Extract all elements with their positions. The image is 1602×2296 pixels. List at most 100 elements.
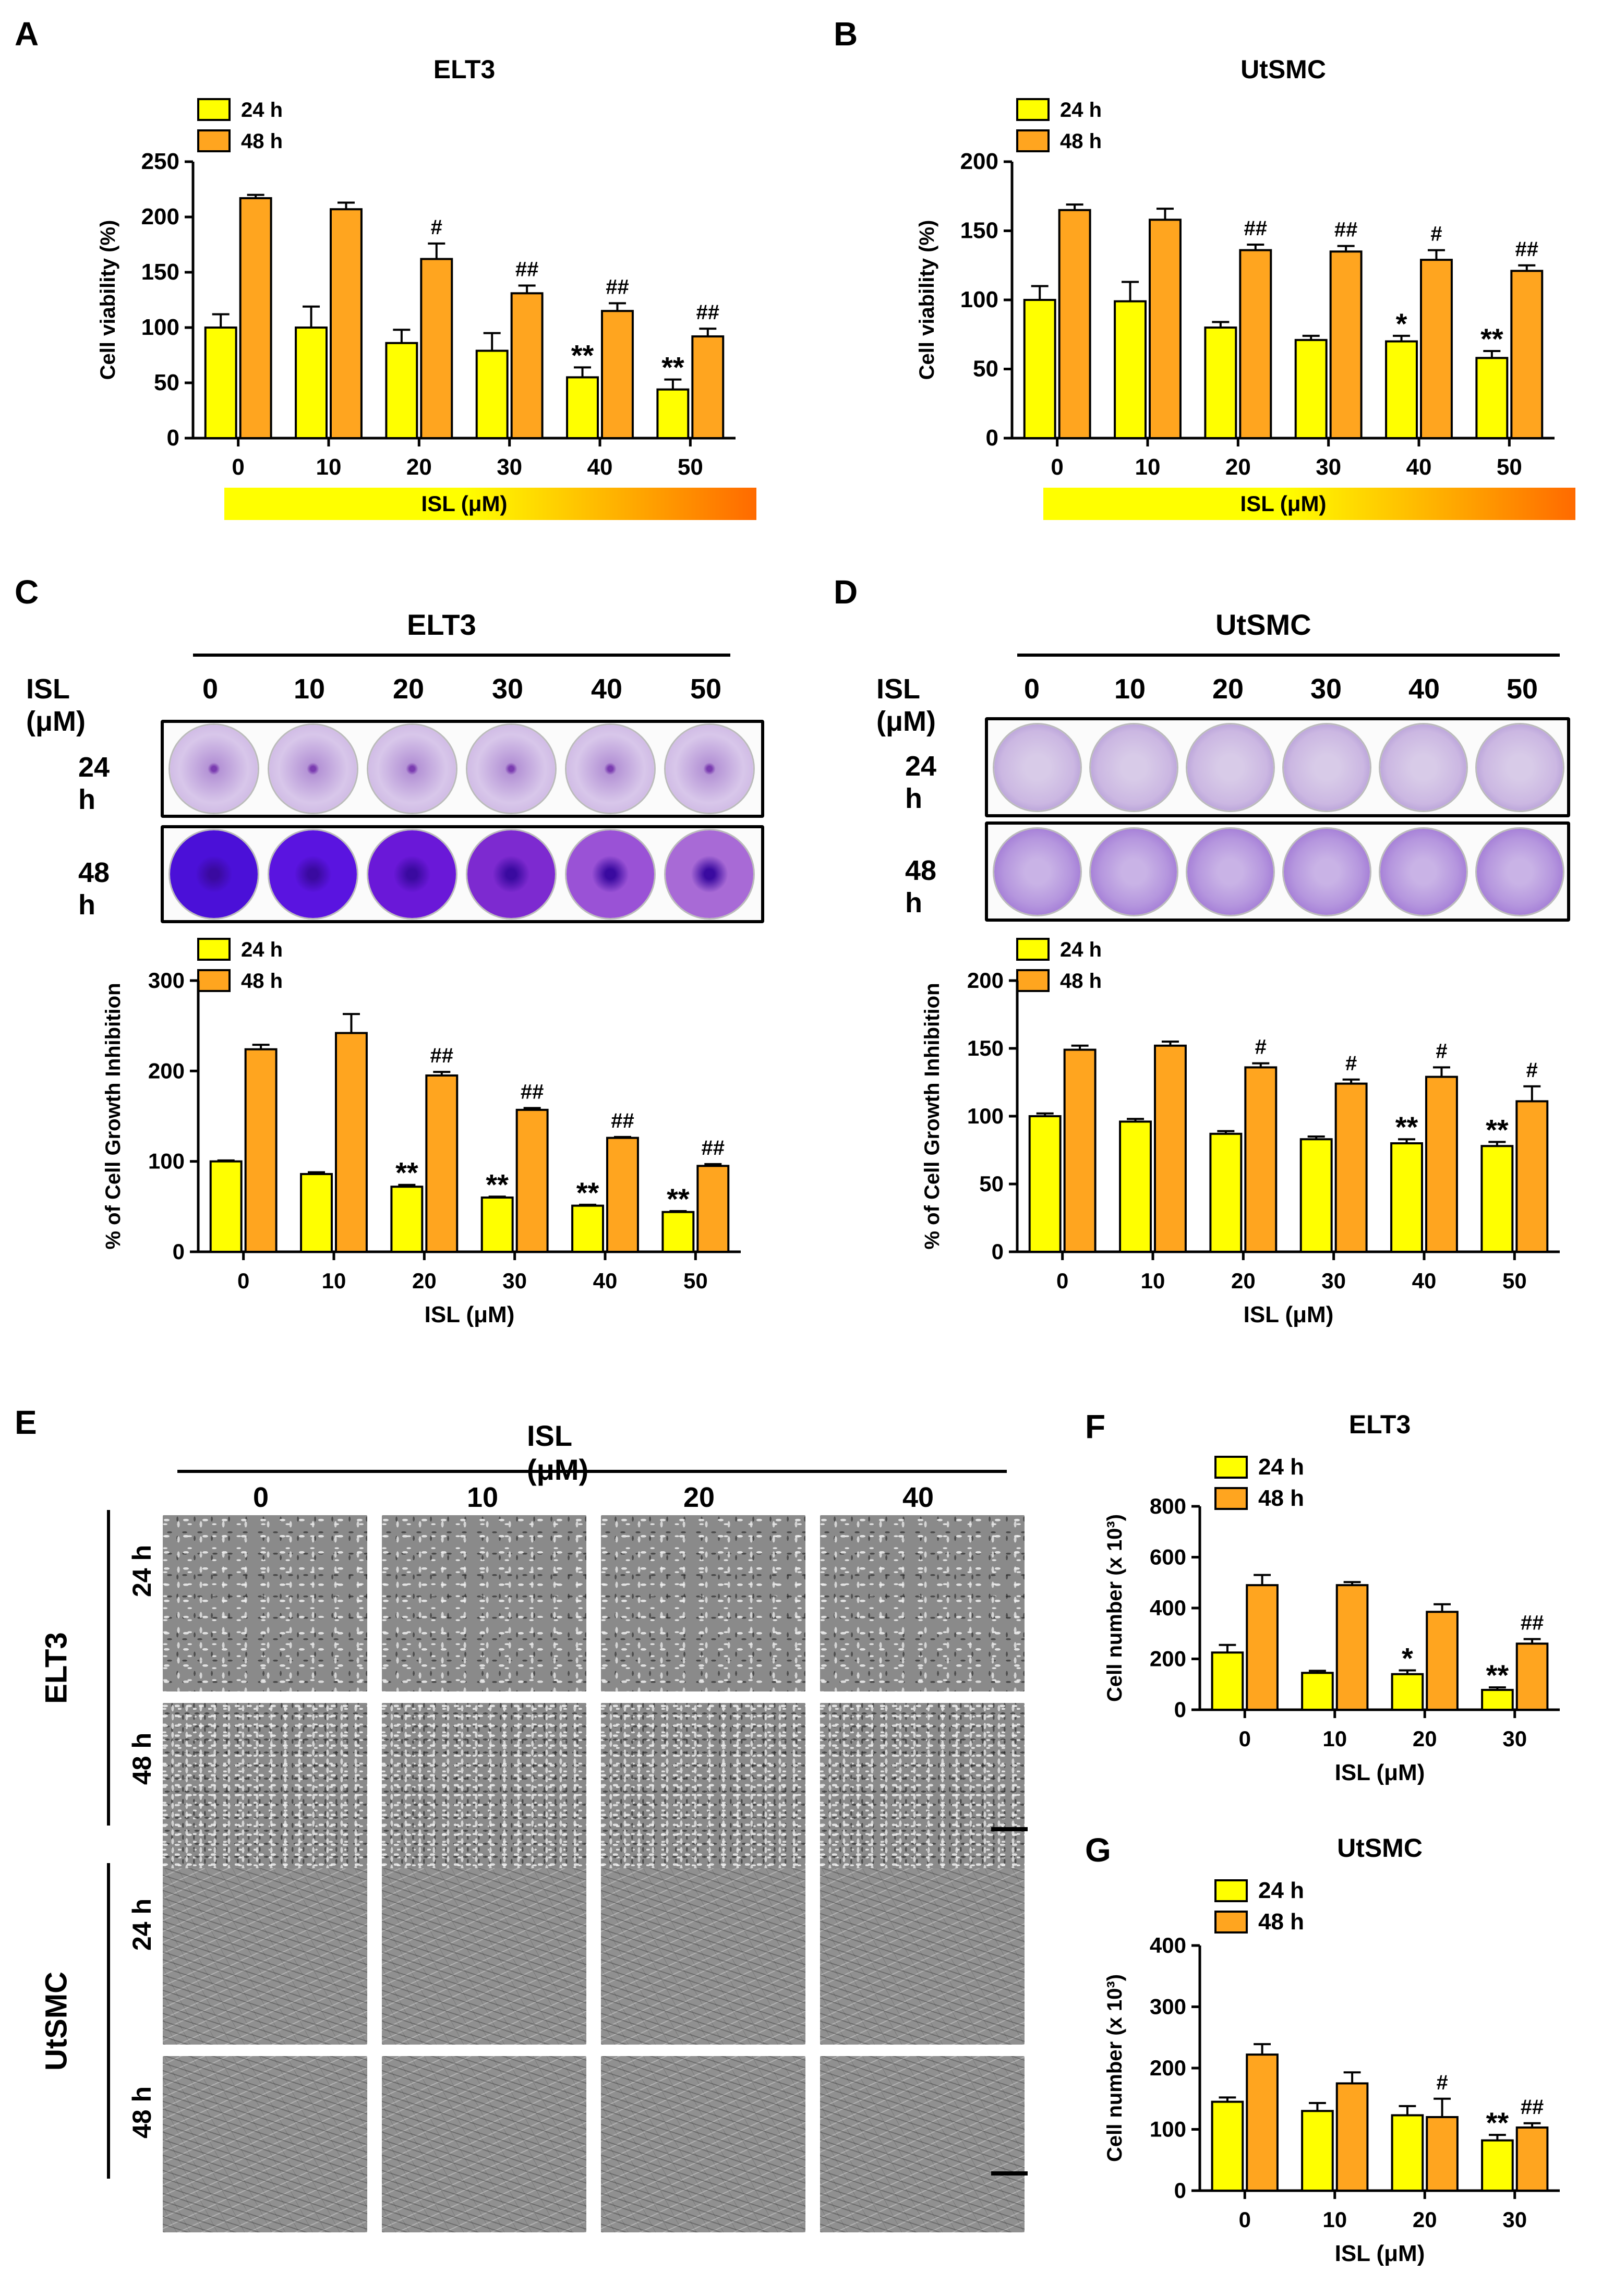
chart-d-bar-24h <box>1209 1132 1243 1253</box>
chart-a-bar-48h <box>239 197 272 439</box>
plate-c-dose-30: 30 <box>491 673 524 705</box>
chart-c-significance-mark: ## <box>611 1109 634 1132</box>
chart-d-legend-label-48h: 48 h <box>1060 970 1102 993</box>
chart-c-legend-label-48h: 48 h <box>241 970 283 993</box>
chart-b-bar-48h <box>1149 219 1182 439</box>
chart-b-bar-48h <box>1058 209 1091 439</box>
chart-b-y-tick-label: 100 <box>960 287 998 312</box>
chart-b-x-label: ISL (μM) <box>1240 491 1327 516</box>
chart-c-significance-mark: ** <box>395 1156 418 1189</box>
chart-b-x-tick-label: 0 <box>1051 454 1063 480</box>
chart-f-bar-48h <box>1515 1642 1549 1711</box>
chart-a-y-tick-label: 0 <box>167 425 179 451</box>
micrograph-elt3-24h-dose-0 <box>163 1515 367 1691</box>
chart-c-legend-label-24h: 24 h <box>241 938 283 961</box>
chart-g-bar-48h <box>1246 2053 1279 2192</box>
chart-b-bar-24h <box>1294 339 1328 439</box>
chart-c-bar-48h <box>606 1137 639 1253</box>
plate-c-row-48h: 48 h <box>78 857 110 921</box>
chart-d-legend-swatch-24h <box>1016 938 1050 961</box>
chart-f-x-tick-label: 20 <box>1413 1726 1437 1751</box>
chart-c-significance-mark: ## <box>702 1137 725 1159</box>
chart-c-significance-mark: ** <box>486 1168 509 1201</box>
chart-c-bar-48h <box>244 1048 278 1253</box>
chart-f-legend-swatch-24h <box>1214 1456 1248 1479</box>
micro-e-dose-label: ISL (μM) <box>527 1419 589 1486</box>
plate-c-24h-well <box>567 725 654 813</box>
chart-g-y-tick-label: 400 <box>1150 1933 1186 1957</box>
micrograph-elt3-24h-dose-10 <box>382 1515 586 1691</box>
micrograph-utsmc-24h-dose-40 <box>820 1868 1025 2045</box>
chart-d-x-tick-label: 10 <box>1141 1268 1165 1293</box>
panel-label-b: B <box>834 15 858 53</box>
chart-d-x-tick-label: 50 <box>1502 1268 1527 1293</box>
scale-bar-elt3 <box>991 1827 1028 1831</box>
chart-d-bar-24h <box>1299 1138 1333 1253</box>
chart-b-y-tick-label: 150 <box>960 218 998 244</box>
chart-a-bar-24h <box>475 349 509 440</box>
micrograph-elt3-24h-dose-20 <box>601 1515 805 1691</box>
chart-b-bar-24h <box>1475 357 1509 439</box>
chart-b-significance-mark: ## <box>1515 238 1539 261</box>
chart-a-bar-24h <box>566 376 599 440</box>
panel-label-a: A <box>15 15 39 53</box>
chart-b-bar-48h <box>1420 259 1453 439</box>
chart-c-significance-mark: ## <box>521 1080 544 1103</box>
chart-g-y-label: Cell number (x 10³) <box>1103 1974 1126 2162</box>
panel-label-e: E <box>15 1404 37 1441</box>
chart-b-significance-mark: ** <box>1480 322 1503 355</box>
chart-g-legend-swatch-24h <box>1214 1879 1248 1902</box>
chart-g-legend-label-48h: 48 h <box>1258 1909 1304 1935</box>
chart-a-x-gradient-bar <box>224 488 756 520</box>
chart-f-title: ELT3 <box>1349 1410 1411 1439</box>
chart-g-bar-48h <box>1515 2126 1549 2192</box>
chart-f-significance-mark: ## <box>1521 1611 1544 1634</box>
plate-c-24h-well <box>170 725 258 813</box>
plate-c-line <box>193 654 730 657</box>
chart-g-bar-48h <box>1335 2082 1369 2192</box>
plate-d-24h-well <box>1477 724 1563 811</box>
chart-b-legend-swatch-48h <box>1016 129 1050 152</box>
micro-e-dose-10: 10 <box>466 1482 499 1513</box>
chart-a-bar-48h <box>691 335 725 440</box>
plate-d-24h-well <box>1091 724 1177 811</box>
micrograph-elt3-48h-dose-40 <box>820 1703 1025 1879</box>
plate-c-48h-well <box>269 830 357 918</box>
plate-c-dose-0: 0 <box>202 673 219 705</box>
micrograph-utsmc-24h-dose-20 <box>601 1868 805 2045</box>
chart-d-bar-48h <box>1244 1066 1278 1253</box>
chart-c-bar-24h <box>661 1211 695 1253</box>
chart-a-bar-48h <box>420 258 453 439</box>
micro-e-group-elt3: ELT3 <box>39 1632 74 1704</box>
plate-c-48h-well <box>368 830 456 918</box>
chart-a-y-tick-label: 200 <box>141 204 179 229</box>
chart-a-significance-mark: ## <box>515 258 538 281</box>
plate-d-24h-well <box>1284 724 1370 811</box>
chart-g-significance-mark: # <box>1436 2071 1448 2094</box>
plate-c-dose-20: 20 <box>392 673 425 705</box>
plate-d-dose-label: ISL (μM) <box>876 673 936 737</box>
chart-d-x-label: ISL (μM) <box>1244 1302 1334 1327</box>
chart-f-x-label: ISL (μM) <box>1335 1760 1425 1785</box>
plate-c-24h-well <box>269 725 357 813</box>
chart-d-legend-swatch-48h <box>1016 969 1050 992</box>
chart-d-x-tick-label: 0 <box>1056 1268 1068 1293</box>
chart-b-x-tick-label: 40 <box>1406 454 1432 480</box>
chart-d-legend-label-24h: 24 h <box>1060 938 1102 961</box>
chart-a-legend-label-24h: 24 h <box>241 99 283 122</box>
chart-b-x-gradient-bar <box>1043 488 1575 520</box>
micro-e-group-utsmc: UtSMC <box>39 1971 74 2071</box>
chart-c-bar-24h <box>571 1204 604 1253</box>
chart-a-bar-24h <box>204 327 237 439</box>
chart-d-y-tick-label: 0 <box>992 1239 1004 1264</box>
chart-a-x-tick-label: 10 <box>316 454 342 480</box>
chart-b-bar-48h <box>1510 270 1544 439</box>
chart-a-bar-48h <box>510 292 544 439</box>
chart-f-y-tick-label: 200 <box>1150 1647 1186 1671</box>
chart-g-x-label: ISL (μM) <box>1335 2241 1425 2266</box>
chart-a-y-tick-label: 250 <box>141 149 179 174</box>
chart-d-significance-mark: # <box>1345 1052 1357 1075</box>
